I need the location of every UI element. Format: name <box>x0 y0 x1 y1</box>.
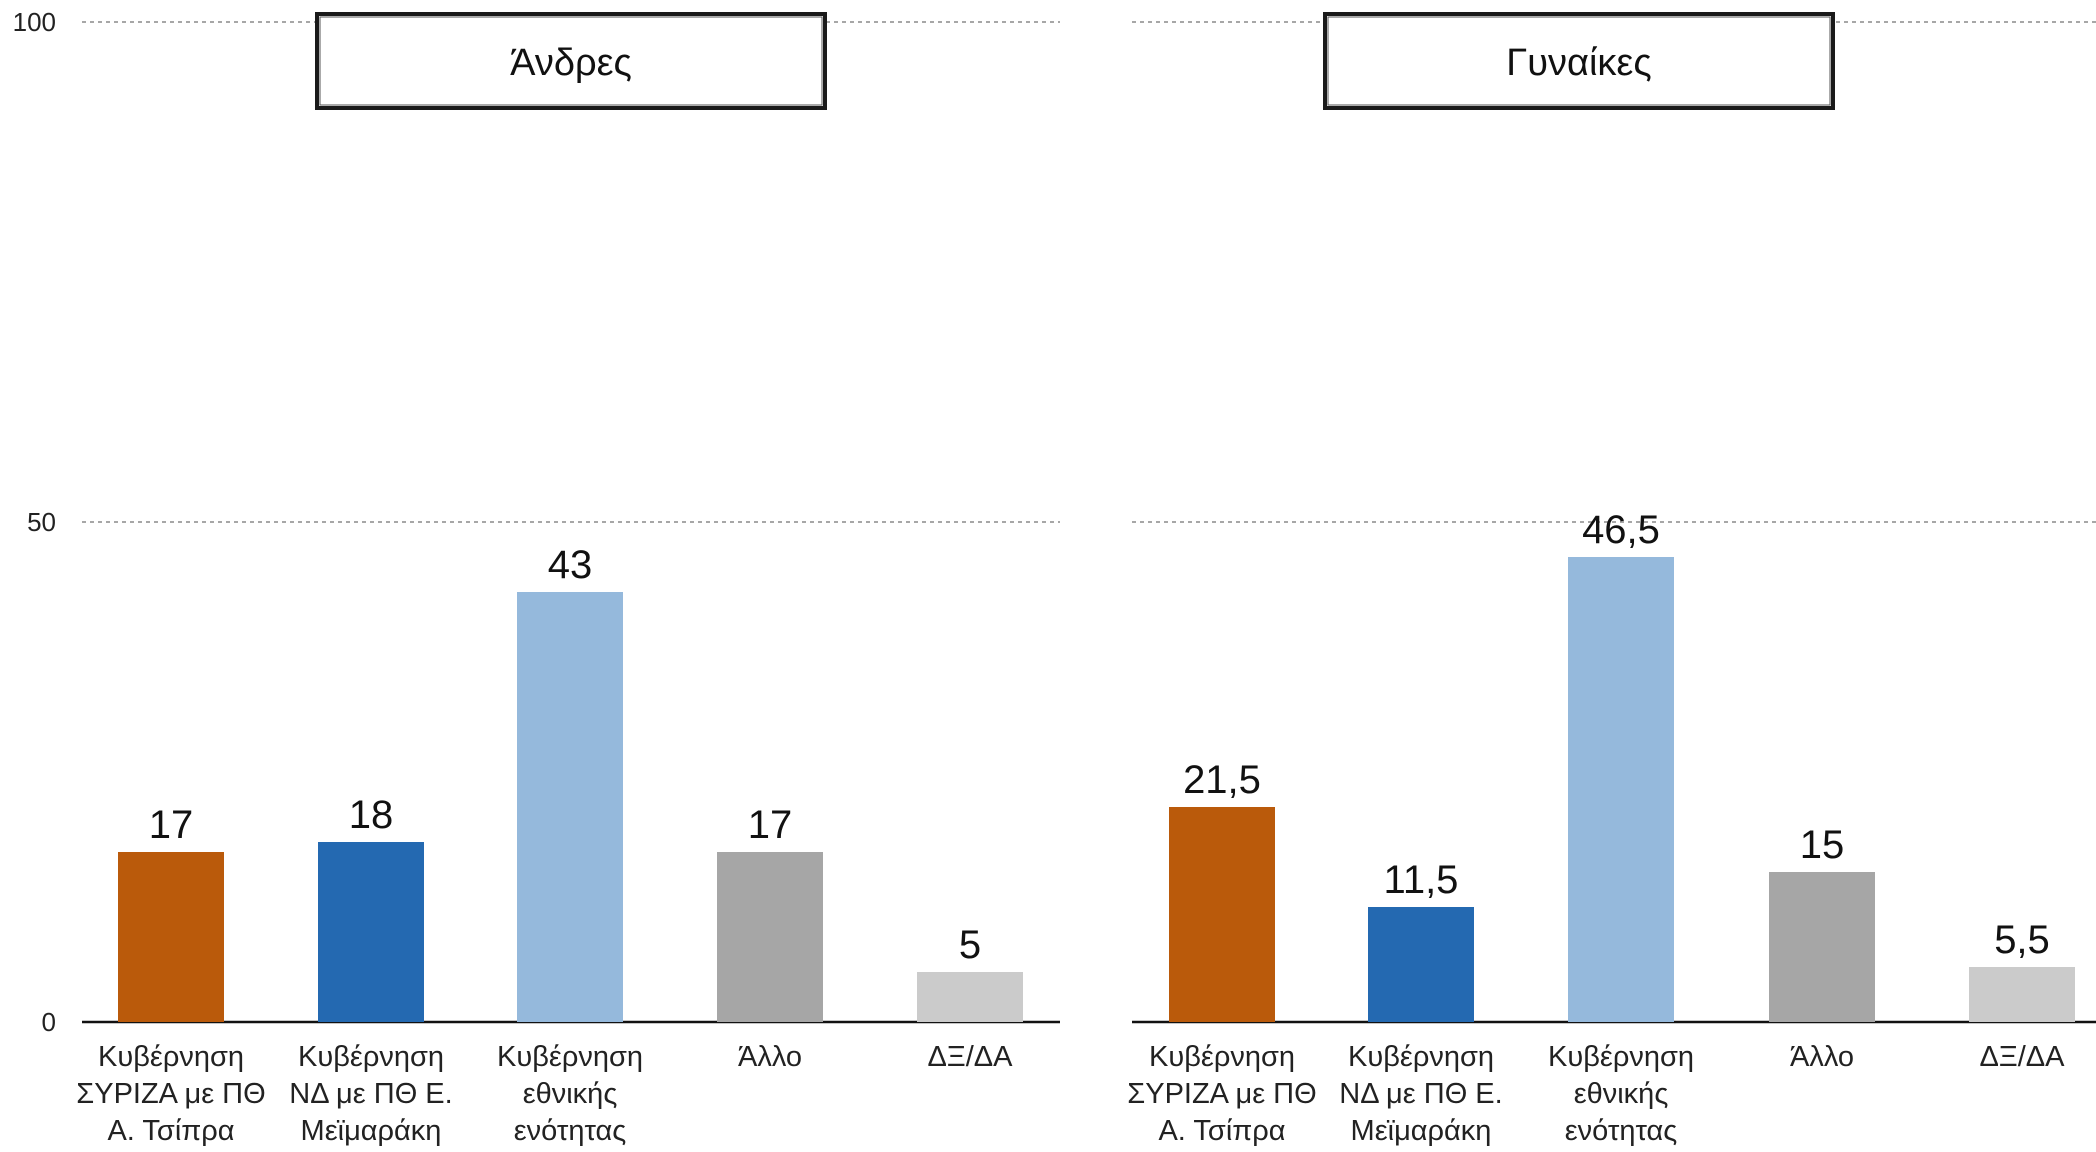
data-label: 46,5 <box>1582 508 1660 552</box>
data-label: 5,5 <box>1994 918 2050 962</box>
panel-title-box-inner <box>1327 16 1831 106</box>
y-tick-label: 0 <box>42 1007 56 1037</box>
bar <box>1169 807 1275 1022</box>
y-tick-label: 100 <box>13 7 56 37</box>
bar <box>517 592 623 1022</box>
bar <box>1568 557 1674 1022</box>
data-label: 11,5 <box>1384 858 1459 902</box>
x-tick-label: Άλλο <box>1790 1041 1854 1073</box>
panel-title-box <box>1323 12 1835 110</box>
data-label: 17 <box>149 803 194 847</box>
x-tick-label: Κυβέρνηση ΝΔ με ΠΘ Ε. Μεϊμαράκη <box>289 1041 452 1147</box>
panel-title-box <box>315 12 827 110</box>
bar <box>318 842 424 1022</box>
x-tick-label: Κυβέρνηση ΣΥΡΙΖΑ με ΠΘ Α. Τσίπρα <box>76 1041 265 1147</box>
data-label: 17 <box>748 803 793 847</box>
x-tick-label: Κυβέρνηση εθνικής ενότητας <box>1548 1041 1694 1147</box>
data-label: 5 <box>959 923 981 967</box>
panel-title: Άνδρες <box>510 42 632 84</box>
x-tick-label: Κυβέρνηση ΣΥΡΙΖΑ με ΠΘ Α. Τσίπρα <box>1127 1041 1316 1147</box>
x-tick-label: Κυβέρνηση εθνικής ενότητας <box>497 1041 643 1147</box>
x-tick-label: Άλλο <box>738 1041 802 1073</box>
panel-title-box-inner <box>319 16 823 106</box>
y-tick-label: 50 <box>27 507 56 537</box>
x-tick-label: ΔΞ/ΔΑ <box>928 1041 1014 1073</box>
bar <box>118 852 224 1022</box>
bar <box>1368 907 1474 1022</box>
panel-title: Γυναίκες <box>1506 42 1651 84</box>
data-label: 15 <box>1800 823 1845 867</box>
bar <box>1969 967 2075 1022</box>
bar <box>1769 872 1875 1022</box>
x-tick-label: Κυβέρνηση ΝΔ με ΠΘ Ε. Μεϊμαράκη <box>1339 1041 1502 1147</box>
x-tick-label: ΔΞ/ΔΑ <box>1980 1041 2066 1073</box>
bar <box>917 972 1023 1022</box>
bar <box>717 852 823 1022</box>
data-label: 18 <box>349 793 394 837</box>
data-label: 43 <box>548 543 593 587</box>
data-label: 21,5 <box>1183 758 1261 802</box>
